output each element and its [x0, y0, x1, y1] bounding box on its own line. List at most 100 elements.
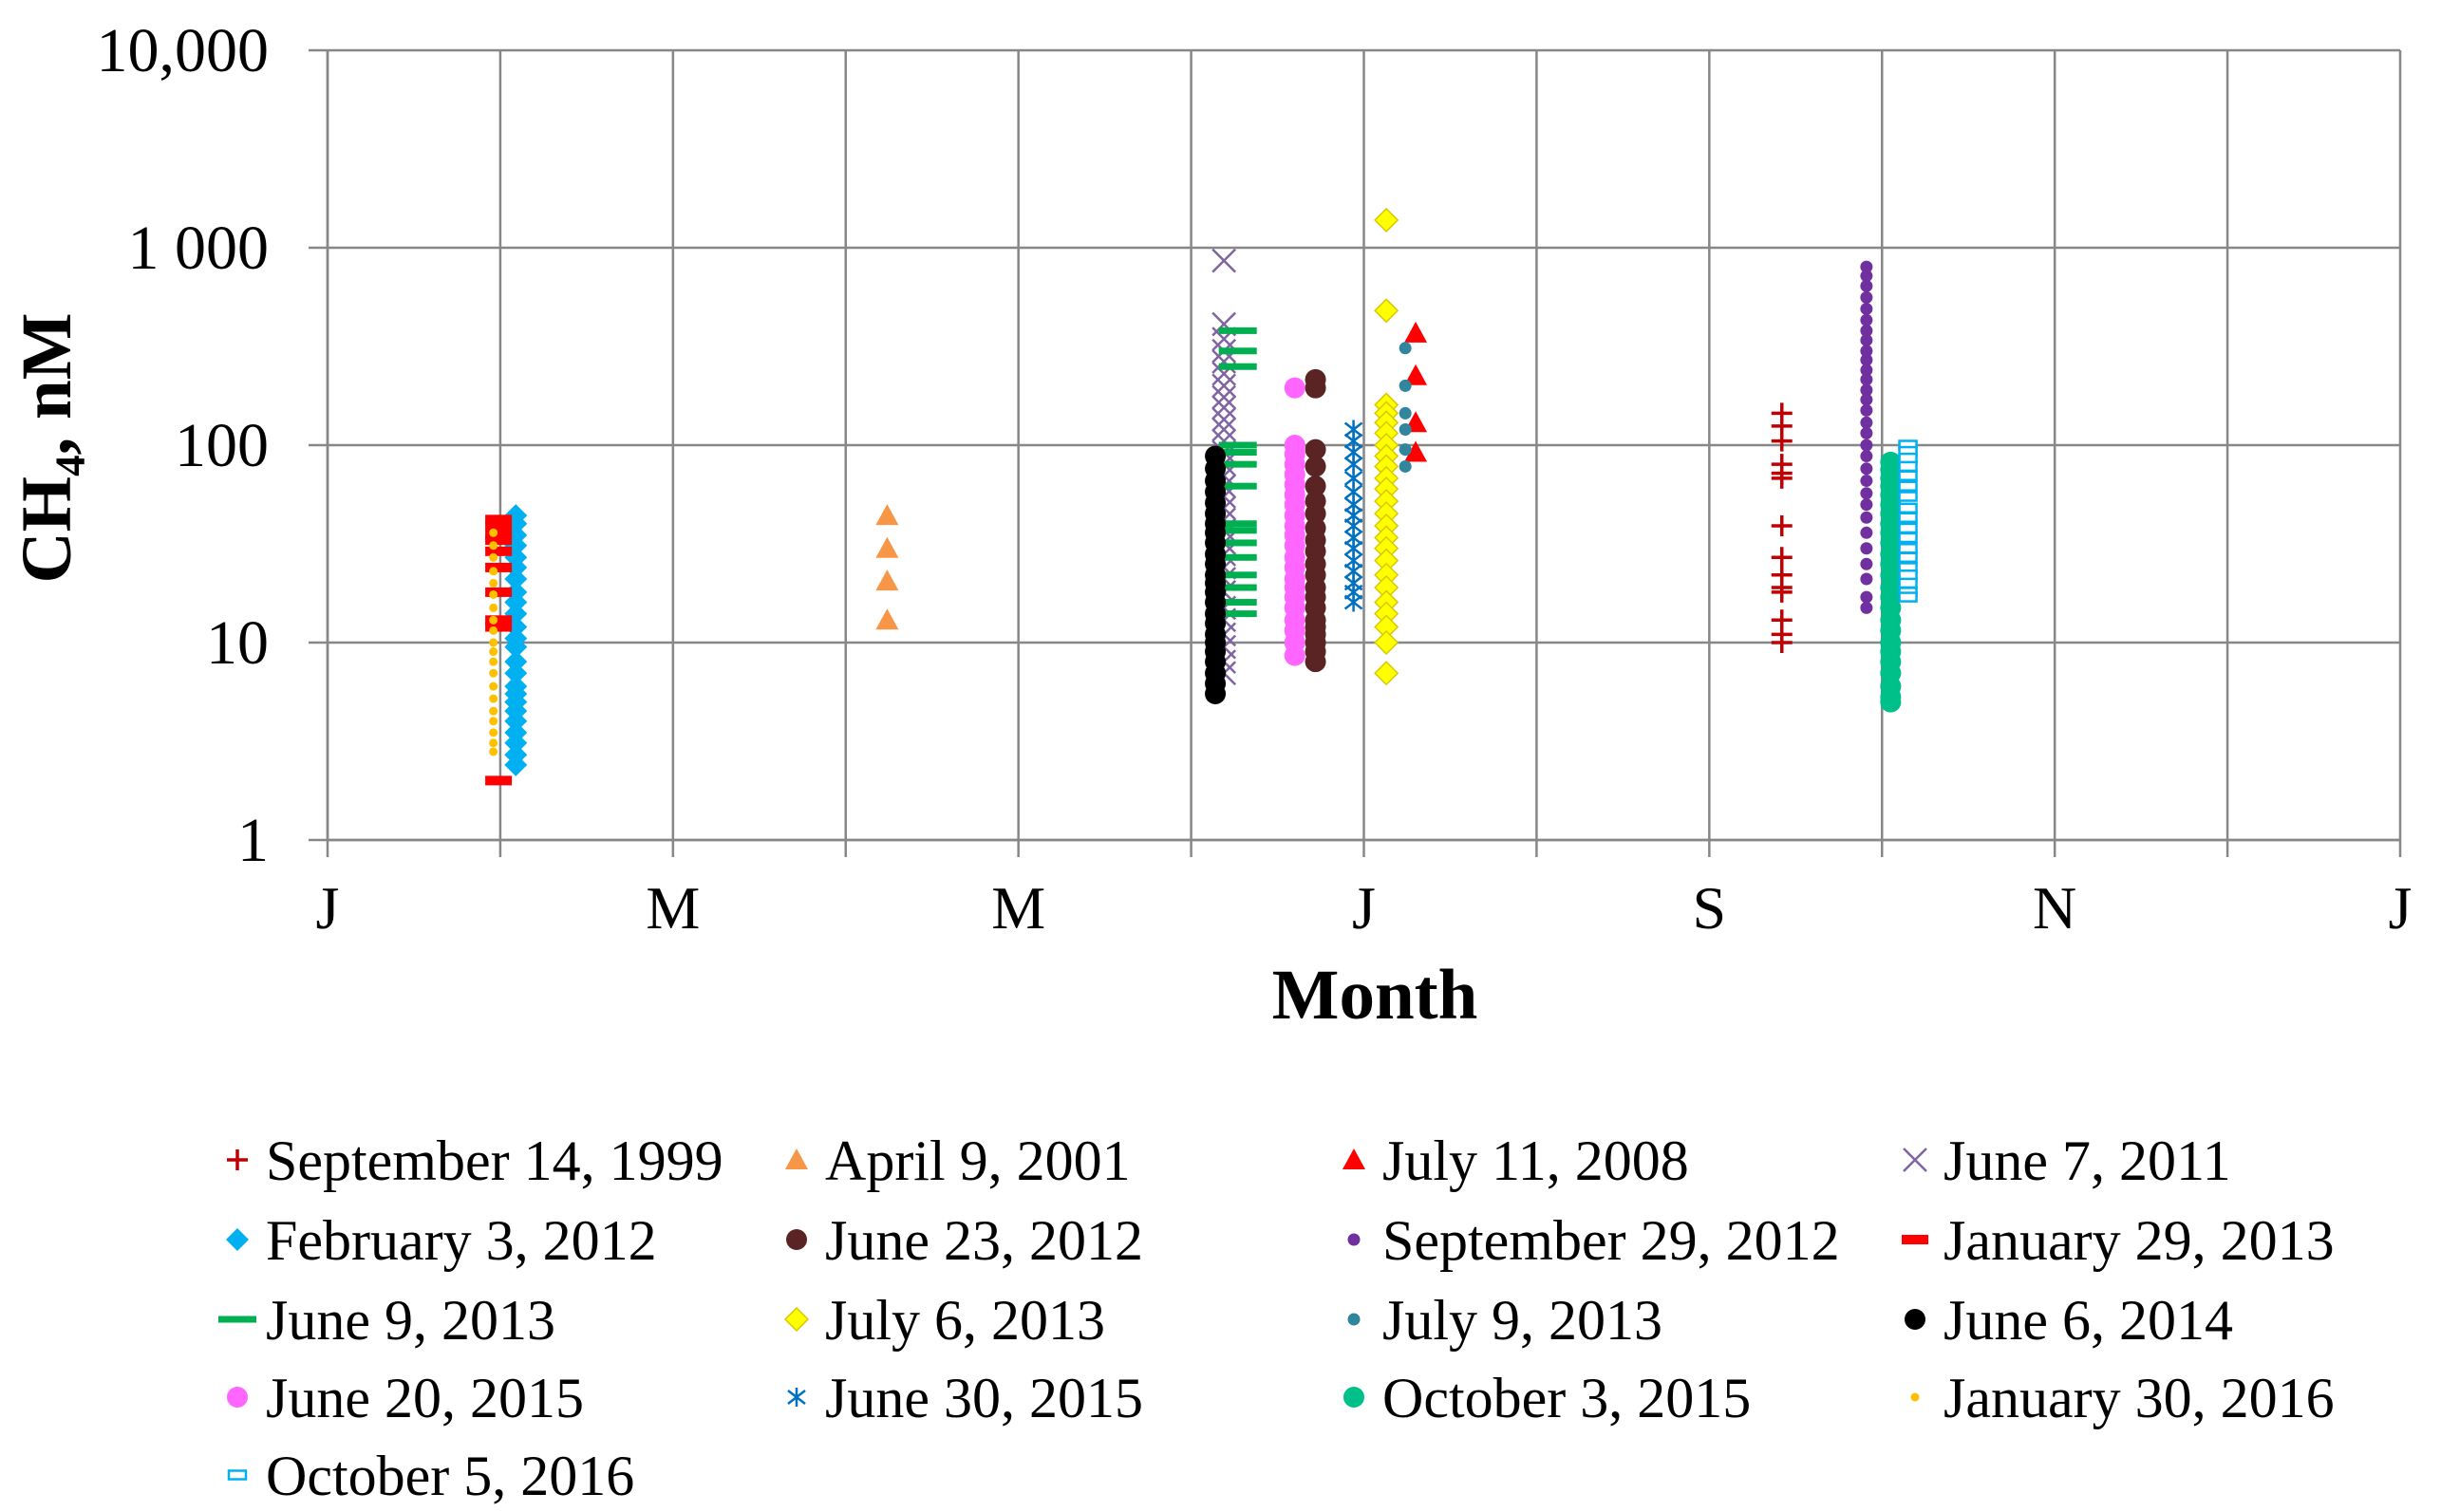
point-september-29-2012	[1860, 260, 1873, 273]
point-september-29-2012	[1860, 475, 1873, 488]
point-september-29-2012	[1860, 364, 1873, 377]
point-september-29-2012	[1860, 572, 1873, 586]
point-june-23-2012	[1305, 456, 1326, 477]
legend-item-october-5-2016: October 5, 2016	[227, 1445, 634, 1507]
point-june-30-2015	[1343, 592, 1363, 612]
point-october-5-2016	[1898, 532, 1918, 544]
legend-marker	[787, 1388, 806, 1407]
legend-marker	[1347, 1313, 1361, 1326]
legend-item-july-11-2008: July 11, 2008	[1343, 1129, 1689, 1192]
point-january-30-2016	[489, 589, 498, 599]
series-july-9-2013	[1399, 342, 1412, 473]
point-september-14-1999	[1771, 632, 1793, 653]
point-october-5-2016	[1898, 502, 1918, 514]
series-january-30-2016	[489, 528, 498, 756]
point-june-9-2013	[1218, 584, 1257, 591]
point-april-9-2001	[875, 536, 899, 558]
point-april-9-2001	[875, 504, 899, 526]
point-january-30-2016	[489, 625, 498, 635]
point-october-5-2016	[1898, 491, 1918, 502]
point-june-9-2013	[1218, 553, 1257, 561]
point-july-9-2013	[1399, 459, 1412, 473]
x-axis-title: Month	[1272, 956, 1478, 1035]
legend-item-july-6-2013: July 6, 2013	[783, 1289, 1105, 1352]
y-tick-label: 1	[237, 806, 269, 875]
legend-label: September 29, 2012	[1382, 1209, 1840, 1272]
x-tick-label: S	[1693, 874, 1727, 942]
point-january-30-2016	[489, 728, 498, 737]
point-september-14-1999	[1771, 581, 1793, 603]
point-september-29-2012	[1860, 542, 1873, 555]
legend-marker	[1902, 1235, 1928, 1244]
point-september-29-2012	[1860, 345, 1873, 358]
legend-item-june-30-2015: June 30, 2015	[787, 1367, 1143, 1429]
y-tick-label: 100	[175, 411, 269, 480]
series-october-3-2015	[1880, 451, 1902, 713]
series-june-23-2012	[1305, 368, 1326, 673]
point-february-3-2012	[504, 731, 528, 755]
point-september-29-2012	[1860, 439, 1873, 452]
x-tick-label: J	[2389, 874, 2413, 942]
legend-marker	[785, 1148, 808, 1169]
legend-marker	[218, 1316, 256, 1323]
point-september-29-2012	[1860, 383, 1873, 397]
data-points	[485, 207, 1918, 786]
point-september-29-2012	[1860, 462, 1873, 476]
point-june-9-2013	[1218, 539, 1257, 547]
series-october-5-2016	[1898, 439, 1918, 603]
point-october-5-2016	[1898, 470, 1918, 481]
x-tick-label: J	[1352, 874, 1376, 942]
point-january-30-2016	[489, 668, 498, 678]
point-june-23-2012	[1305, 503, 1326, 525]
legend-item-january-29-2013: January 29, 2013	[1902, 1209, 2335, 1272]
legend-label: July 6, 2013	[825, 1289, 1105, 1352]
point-june-9-2013	[1218, 460, 1257, 468]
legend-marker	[783, 1306, 810, 1333]
point-january-30-2016	[489, 738, 498, 748]
legend-item-june-23-2012: June 23, 2012	[786, 1209, 1143, 1272]
point-june-9-2013	[1218, 449, 1257, 457]
point-january-30-2016	[489, 603, 498, 612]
point-january-30-2016	[489, 657, 498, 666]
point-february-3-2012	[504, 635, 528, 659]
point-june-9-2013	[1218, 599, 1257, 607]
point-september-29-2012	[1860, 279, 1873, 292]
point-july-6-2013	[1374, 298, 1399, 324]
point-june-9-2013	[1218, 347, 1257, 355]
point-june-6-2014	[1205, 683, 1227, 705]
point-september-29-2012	[1860, 403, 1873, 417]
point-june-7-2011	[1211, 417, 1237, 442]
point-january-30-2016	[489, 717, 498, 726]
legend-item-april-9-2001: April 9, 2001	[785, 1129, 1131, 1192]
point-january-30-2016	[489, 567, 498, 576]
legend-label: October 3, 2015	[1382, 1367, 1751, 1429]
legend-marker	[1910, 1392, 1920, 1402]
point-june-9-2013	[1218, 571, 1257, 579]
point-july-9-2013	[1399, 342, 1412, 355]
series-february-3-2012	[504, 504, 528, 776]
point-july-11-2008	[1404, 364, 1428, 385]
point-january-29-2013	[485, 615, 513, 625]
point-september-29-2012	[1860, 324, 1873, 337]
point-june-23-2012	[1305, 439, 1326, 460]
point-january-29-2013	[485, 775, 513, 786]
point-february-3-2012	[504, 662, 528, 685]
x-tick-label: M	[991, 874, 1045, 942]
legend-item-september-29-2012: September 29, 2012	[1347, 1209, 1840, 1272]
point-september-29-2012	[1860, 302, 1873, 315]
series-january-29-2013	[485, 514, 513, 786]
point-september-29-2012	[1860, 290, 1873, 304]
point-october-5-2016	[1898, 480, 1918, 492]
point-july-9-2013	[1399, 423, 1412, 437]
point-january-30-2016	[489, 681, 498, 691]
y-axis-title: CH₄, nM	[8, 313, 86, 584]
point-january-30-2016	[489, 541, 498, 551]
point-june-9-2013	[1218, 527, 1257, 534]
legend-label: June 23, 2012	[825, 1209, 1143, 1272]
point-september-29-2012	[1860, 487, 1873, 500]
point-january-30-2016	[489, 578, 498, 588]
point-january-30-2016	[489, 615, 498, 625]
point-february-3-2012	[504, 709, 528, 733]
point-september-29-2012	[1860, 426, 1873, 439]
point-september-14-1999	[1771, 430, 1793, 452]
